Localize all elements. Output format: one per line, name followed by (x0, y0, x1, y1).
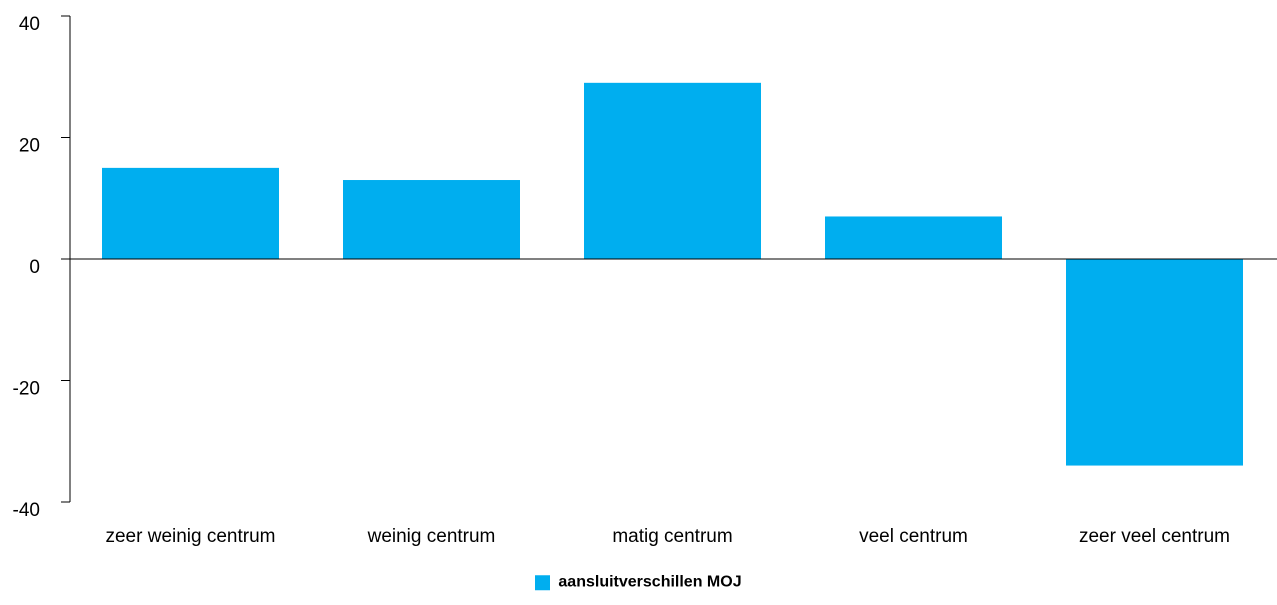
bar (1066, 259, 1243, 466)
bar (102, 167, 279, 259)
y-tick-label: -40 (13, 500, 40, 521)
y-tick-label: 0 (29, 257, 40, 278)
y-tick-label: 20 (19, 136, 40, 157)
x-axis-labels: zeer weinig centrum weinig centrum matig c… (105, 526, 1230, 547)
bar (825, 216, 1002, 259)
legend: aansluitverschillen MOJ (0, 573, 1277, 595)
x-category-label: veel centrum (859, 526, 968, 547)
x-category-label: weinig centrum (367, 526, 496, 547)
x-category-label: matig centrum (612, 526, 732, 547)
x-category-label: zeer veel centrum (1079, 526, 1230, 547)
y-tick-label: -20 (13, 379, 40, 400)
legend-label: aansluitverschillen MOJ (558, 573, 742, 591)
y-tick-label: 40 (19, 14, 40, 35)
bar (343, 180, 520, 259)
y-axis: -40 -20 0 20 40 (13, 14, 71, 521)
bars (70, 82, 1277, 466)
x-category-label: zeer weinig centrum (105, 526, 275, 547)
bar (584, 82, 761, 259)
legend-swatch (535, 574, 551, 590)
bar-chart: -40 -20 0 20 40 zeer weinig centrum weinig ce… (13, 14, 1277, 547)
